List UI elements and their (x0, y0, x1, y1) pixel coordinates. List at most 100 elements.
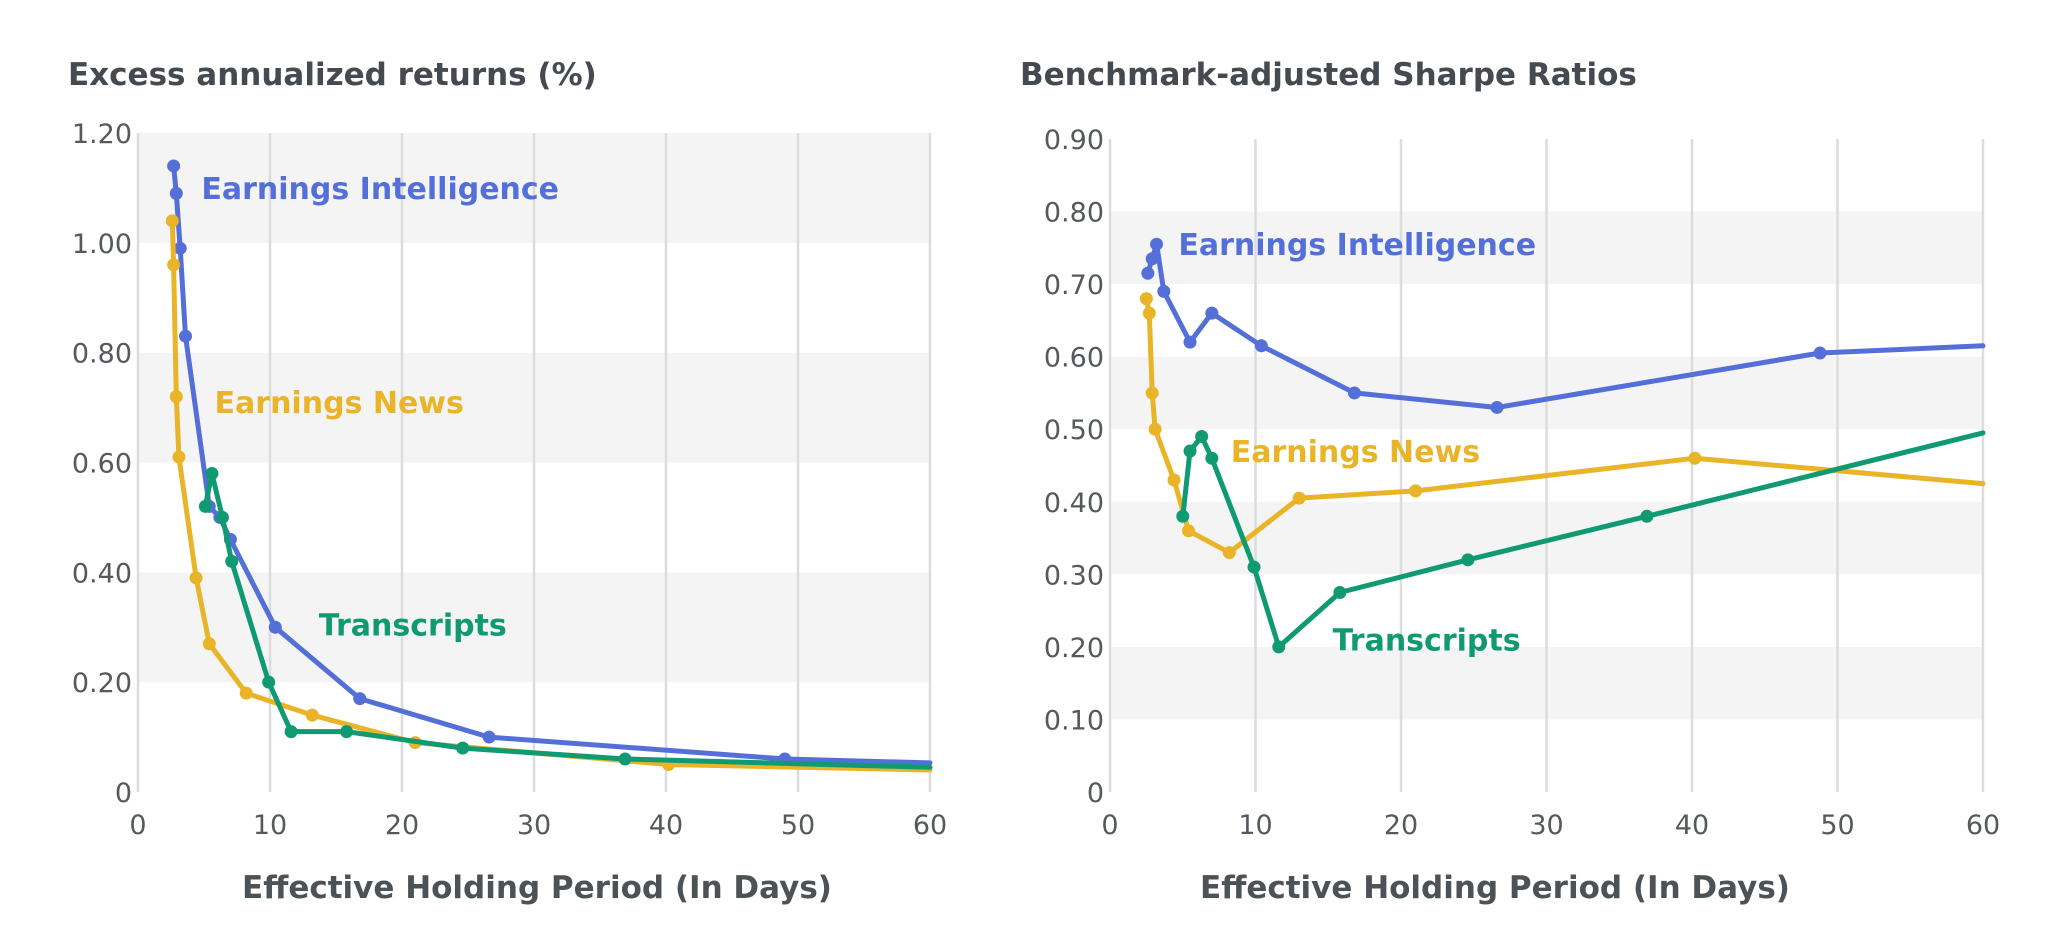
returns-x-tick-label: 30 (517, 810, 551, 841)
sharpe-chart-panel: Benchmark-adjusted Sharpe Ratios 0 10 20 30… (1020, 57, 2000, 906)
returns-transcripts-point (215, 510, 229, 524)
sharpe-transcripts-point (1176, 509, 1190, 523)
sharpe-earnings-news-point (1167, 473, 1181, 487)
returns-earnings-intelligence-point (179, 329, 193, 343)
returns-y-tick-label: 1.20 (72, 119, 132, 150)
returns-transcripts-point (205, 466, 219, 480)
returns-transcripts-point (618, 752, 632, 766)
returns-transcripts-point (225, 554, 239, 568)
sharpe-transcripts-point (1333, 585, 1347, 599)
sharpe-earnings-intelligence-point (1254, 339, 1268, 353)
sharpe-transcripts-point (1461, 553, 1475, 567)
returns-earnings-news-label: Earnings News (215, 386, 464, 421)
sharpe-transcripts-point (1183, 444, 1197, 458)
sharpe-chart-title: Benchmark-adjusted Sharpe Ratios (1020, 57, 1637, 93)
returns-y-tick-label: 0.80 (72, 339, 132, 370)
sharpe-earnings-intelligence-point (1490, 400, 1504, 414)
sharpe-earnings-news-point (1145, 386, 1159, 400)
sharpe-transcripts-line (1180, 430, 1986, 650)
sharpe-transcripts-label: Transcripts (1333, 624, 1521, 659)
returns-earnings-news-point (202, 637, 216, 651)
returns-earnings-news-point (167, 258, 181, 272)
sharpe-earnings-intelligence-label: Earnings Intelligence (1178, 228, 1536, 263)
returns-x-axis-label: Effective Holding Period (In Days) (242, 870, 832, 906)
sharpe-transcripts-point (1272, 640, 1286, 654)
sharpe-earnings-intelligence-point (1205, 306, 1219, 320)
returns-transcripts-point (198, 499, 212, 513)
returns-transcripts-point (284, 725, 298, 739)
returns-earnings-intelligence-point (169, 186, 183, 200)
returns-chart-panel: Excess annualized returns (%) 0 10 20 30 40 5… (68, 57, 947, 906)
sharpe-earnings-news-label: Earnings News (1231, 435, 1480, 470)
sharpe-plot-area: 0 10 20 30 40 50 60 0 0.10 0.20 0.30 0.40 0.50 0.60 0.… (1044, 125, 2000, 841)
sharpe-earnings-news-point (1688, 451, 1702, 465)
sharpe-y-tick-label: 0.60 (1044, 343, 1104, 374)
sharpe-earnings-intelligence-point (1157, 284, 1171, 298)
returns-y-tick-label: 1.00 (72, 229, 132, 260)
sharpe-earnings-news-point (1142, 306, 1156, 320)
returns-earnings-news-point (172, 450, 186, 464)
returns-earnings-news-point (165, 214, 179, 228)
sharpe-earnings-intelligence-point (1347, 386, 1361, 400)
sharpe-x-tick-label: 30 (1529, 810, 1563, 841)
returns-transcripts-line (202, 471, 933, 770)
returns-x-tick-label: 60 (913, 810, 947, 841)
returns-earnings-news-point (169, 390, 183, 404)
sharpe-earnings-intelligence-point (1141, 266, 1155, 280)
sharpe-transcripts-point (1195, 429, 1209, 443)
returns-earnings-intelligence-point (268, 620, 282, 634)
sharpe-x-tick-label: 10 (1238, 810, 1272, 841)
sharpe-y-tick-label: 0.80 (1044, 198, 1104, 229)
returns-plot-area: 0 10 20 30 40 50 60 0 0.20 0.40 0.60 0.80 1.00 1.20 Ea… (72, 119, 947, 841)
returns-x-tick-label: 10 (253, 810, 287, 841)
returns-y-tick-label: 0 (115, 778, 132, 809)
sharpe-earnings-news-point (1292, 491, 1306, 505)
returns-earnings-intelligence-point (353, 692, 367, 706)
returns-y-tick-label: 0.20 (72, 668, 132, 699)
returns-x-tick-label: 50 (781, 810, 815, 841)
sharpe-earnings-intelligence-point (1183, 335, 1197, 349)
sharpe-y-tick-label: 0 (1087, 778, 1104, 809)
returns-x-tick-label: 40 (649, 810, 683, 841)
returns-earnings-intelligence-label: Earnings Intelligence (201, 172, 559, 207)
sharpe-earnings-news-point (1222, 546, 1236, 560)
returns-x-tick-label: 20 (385, 810, 419, 841)
returns-earnings-intelligence-point (173, 241, 187, 255)
returns-earnings-intelligence-point (167, 159, 181, 173)
sharpe-y-tick-label: 0.20 (1044, 633, 1104, 664)
sharpe-x-tick-label: 60 (1966, 810, 2000, 841)
sharpe-transcripts-point (1247, 560, 1261, 574)
returns-transcripts-point (340, 725, 354, 739)
sharpe-y-tick-label: 0.40 (1044, 488, 1104, 519)
returns-chart-title: Excess annualized returns (%) (68, 57, 597, 93)
sharpe-x-tick-label: 0 (1101, 810, 1118, 841)
sharpe-x-tick-label: 40 (1675, 810, 1709, 841)
sharpe-y-tick-label: 0.50 (1044, 415, 1104, 446)
returns-y-tick-label: 0.60 (72, 449, 132, 480)
sharpe-earnings-news-point (1182, 524, 1196, 538)
returns-transcripts-point (262, 675, 276, 689)
returns-earnings-news-point (239, 686, 253, 700)
sharpe-earnings-news-point (1148, 422, 1162, 436)
sharpe-x-tick-label: 20 (1384, 810, 1418, 841)
sharpe-y-tick-label: 0.90 (1044, 125, 1104, 156)
sharpe-y-tick-label: 0.30 (1044, 560, 1104, 591)
returns-transcripts-label: Transcripts (319, 608, 507, 643)
returns-earnings-news-point (305, 708, 319, 722)
sharpe-earnings-intelligence-point (1150, 237, 1164, 251)
sharpe-earnings-news-point (1139, 292, 1153, 306)
returns-earnings-intelligence-point (482, 730, 496, 744)
sharpe-y-tick-label: 0.10 (1044, 705, 1104, 736)
sharpe-earnings-intelligence-point (1145, 252, 1159, 266)
returns-x-tick-label: 0 (129, 810, 146, 841)
sharpe-transcripts-point (1205, 451, 1219, 465)
sharpe-x-tick-label: 50 (1820, 810, 1854, 841)
sharpe-y-tick-label: 0.70 (1044, 270, 1104, 301)
sharpe-x-axis-label: Effective Holding Period (In Days) (1200, 870, 1790, 906)
sharpe-earnings-intelligence-point (1813, 346, 1827, 360)
returns-y-tick-label: 0.40 (72, 558, 132, 589)
returns-transcripts-point (456, 741, 470, 755)
sharpe-earnings-news-point (1409, 484, 1423, 498)
sharpe-transcripts-point (1640, 509, 1654, 523)
